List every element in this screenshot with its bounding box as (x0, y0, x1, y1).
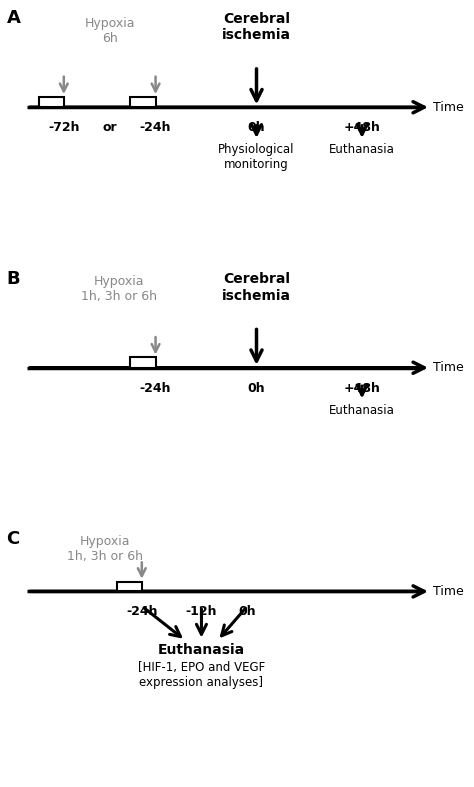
Bar (117, 582, 142, 591)
Text: -24h: -24h (126, 605, 157, 618)
Text: Euthanasia: Euthanasia (329, 404, 395, 417)
Text: +48h: +48h (344, 121, 381, 135)
Text: B: B (7, 270, 20, 288)
Text: Cerebral
ischemia: Cerebral ischemia (222, 12, 291, 42)
Text: Time: Time (433, 585, 464, 598)
Text: Euthanasia: Euthanasia (158, 643, 245, 657)
Text: Hypoxia
1h, 3h or 6h: Hypoxia 1h, 3h or 6h (67, 535, 143, 563)
Bar (130, 357, 155, 368)
Text: C: C (7, 530, 20, 548)
Text: 0h: 0h (248, 382, 265, 395)
Text: Cerebral
ischemia: Cerebral ischemia (222, 272, 291, 302)
Bar (130, 97, 155, 107)
Text: -72h: -72h (48, 121, 80, 135)
Text: or: or (102, 121, 117, 135)
Bar (38, 97, 64, 107)
Text: 0h: 0h (248, 121, 265, 135)
Text: Hypoxia
1h, 3h or 6h: Hypoxia 1h, 3h or 6h (81, 275, 157, 303)
Text: -24h: -24h (140, 121, 171, 135)
Text: -24h: -24h (140, 382, 171, 395)
Text: Euthanasia: Euthanasia (329, 143, 395, 157)
Text: 0h: 0h (238, 605, 256, 618)
Text: Time: Time (433, 361, 464, 375)
Text: [HIF-1, EPO and VEGF
expression analyses]: [HIF-1, EPO and VEGF expression analyses… (138, 661, 265, 689)
Text: Time: Time (433, 101, 464, 114)
Text: Hypoxia
6h: Hypoxia 6h (84, 17, 135, 45)
Text: -12h: -12h (186, 605, 217, 618)
Text: Physiological
monitoring: Physiological monitoring (218, 143, 295, 172)
Text: A: A (7, 9, 20, 28)
Text: +48h: +48h (344, 382, 381, 395)
